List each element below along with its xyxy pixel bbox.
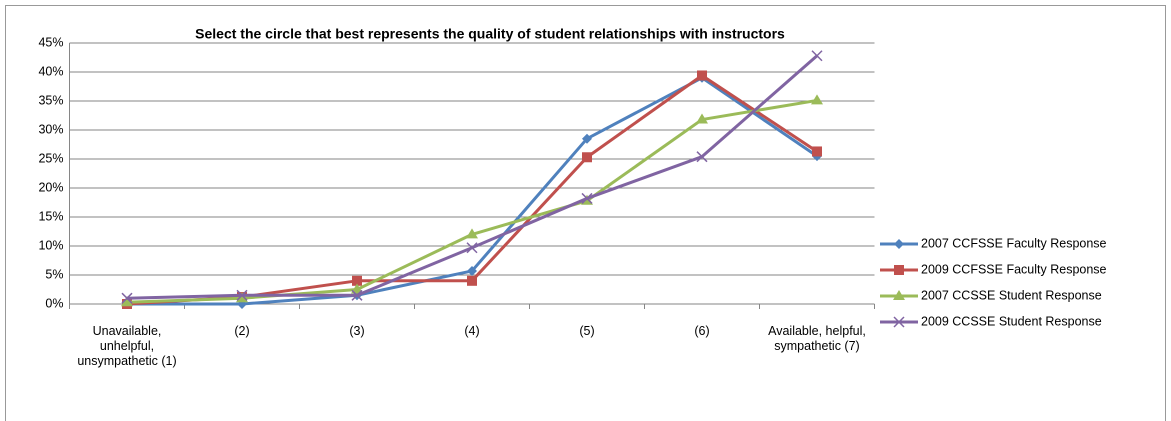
point-marker — [581, 192, 593, 204]
x-tick-label: (2) — [234, 324, 250, 338]
point-marker — [582, 152, 592, 163]
x-tick-label: (3) — [349, 324, 365, 338]
y-tick-label: 15% — [38, 209, 63, 223]
y-tick-label: 45% — [38, 35, 63, 49]
legend-label: 2009 CCSSE Student Response — [921, 314, 1102, 328]
x-tick-label: (4) — [464, 324, 480, 338]
y-tick-label: 25% — [38, 151, 63, 165]
legend-marker — [893, 316, 905, 328]
legend-marker — [894, 265, 904, 275]
point-marker — [351, 289, 363, 301]
point-marker — [811, 94, 823, 105]
chart-title: Select the circle that best represents t… — [195, 26, 785, 42]
point-marker — [582, 133, 592, 144]
point-marker — [352, 275, 362, 286]
point-marker — [466, 242, 478, 254]
point-marker — [121, 292, 133, 304]
x-tick-label: Unavailable, unhelpful, unsympathetic (1… — [77, 324, 177, 368]
legend-marker — [893, 290, 905, 300]
chart-border — [5, 5, 1166, 421]
y-tick-label: 40% — [38, 64, 63, 78]
point-marker — [466, 228, 478, 239]
y-tick-label: 30% — [38, 122, 63, 136]
point-marker — [811, 50, 823, 62]
point-marker — [236, 292, 248, 303]
x-tick-label: (6) — [694, 324, 710, 338]
point-marker — [812, 146, 822, 157]
x-tick-label: Available, helpful, sympathetic (7) — [768, 324, 866, 353]
point-marker — [351, 283, 363, 294]
legend-label: 2009 CCFSSE Faculty Response — [921, 262, 1107, 276]
point-marker — [696, 151, 708, 163]
point-marker — [121, 296, 133, 307]
point-marker — [467, 275, 477, 286]
y-tick-label: 5% — [45, 267, 63, 281]
legend-marker — [894, 239, 904, 249]
y-tick-label: 10% — [38, 238, 63, 252]
y-tick-label: 20% — [38, 180, 63, 194]
point-marker — [467, 265, 477, 276]
point-marker — [696, 113, 708, 124]
y-tick-label: 35% — [38, 93, 63, 107]
x-tick-label: (5) — [579, 324, 595, 338]
legend-label: 2007 CCFSSE Faculty Response — [921, 236, 1107, 250]
series-line — [126, 54, 818, 300]
point-marker — [236, 289, 248, 301]
point-marker — [697, 70, 707, 81]
legend-label: 2007 CCSSE Student Response — [921, 288, 1102, 302]
y-tick-label: 0% — [45, 296, 63, 310]
